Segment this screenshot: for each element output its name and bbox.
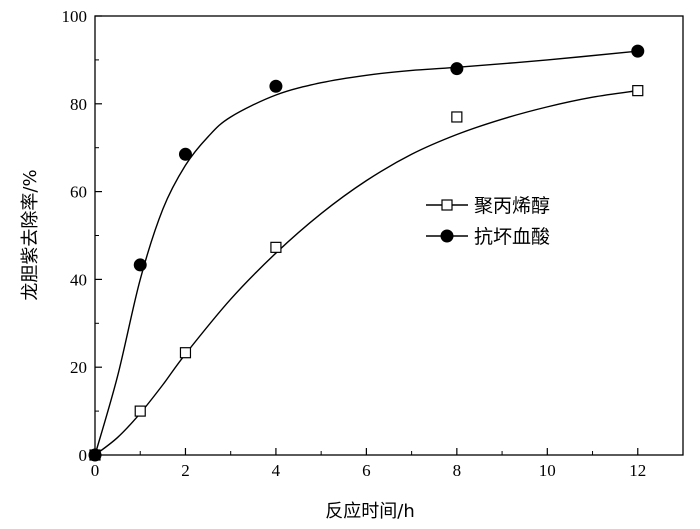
series-1-point [631, 44, 645, 58]
series-0-point [134, 405, 146, 417]
series-0-point [632, 85, 644, 97]
fit-curves [94, 50, 638, 456]
x-tick-label: 4 [272, 461, 281, 480]
y-tick-label: 20 [70, 358, 87, 377]
series-1-point [450, 62, 464, 76]
series-0-point [451, 111, 463, 123]
y-tick-label: 0 [79, 446, 88, 465]
x-tick-label: 6 [362, 461, 371, 480]
series-1-point [133, 258, 147, 272]
legend-label: 抗坏血酸 [474, 226, 550, 248]
series-0-point [179, 347, 192, 359]
series-1-point [269, 79, 283, 93]
legend-label: 聚丙烯醇 [474, 195, 550, 217]
x-axis-title: 反应时间/h [325, 501, 414, 522]
series-0-point [270, 241, 282, 253]
x-tick-label: 8 [453, 461, 462, 480]
series-1-point [178, 147, 192, 161]
y-tick-label: 60 [70, 183, 87, 202]
series-0-line [94, 89, 638, 456]
legend-marker [440, 229, 454, 243]
series-1-line [94, 50, 638, 456]
y-axis-title: 龙胆紫去除率/% [20, 169, 41, 300]
plot-border [94, 15, 684, 456]
x-tick-label: 12 [629, 461, 646, 480]
axis-ticks: 0 2 4 6 8 10 12 0 20 40 60 80 100 [62, 7, 647, 480]
x-tick-label: 0 [91, 461, 100, 480]
y-tick-label: 80 [70, 95, 87, 114]
y-tick-label: 100 [62, 7, 88, 26]
plot-frame [94, 15, 684, 456]
x-tick-label: 10 [539, 461, 556, 480]
x-tick-label: 2 [181, 461, 190, 480]
legend-marker [441, 199, 453, 211]
data-markers [88, 44, 645, 462]
y-tick-label: 40 [70, 270, 87, 289]
